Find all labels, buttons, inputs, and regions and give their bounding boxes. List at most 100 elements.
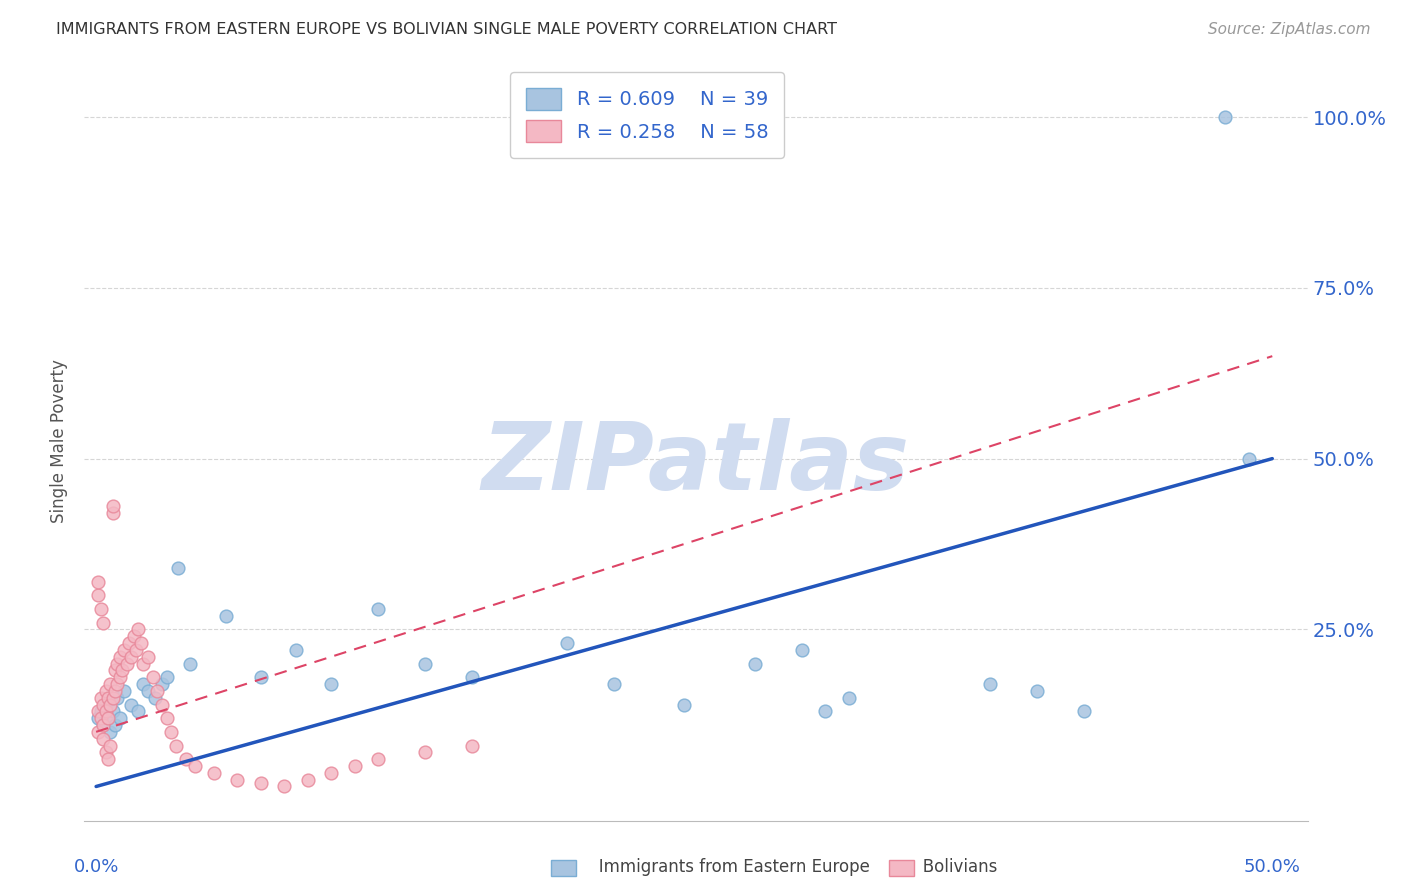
Point [167,561,190,575]
Point [1213,110,1236,124]
Point [744,657,766,671]
Point [94,745,117,759]
Point [91,718,114,732]
Point [112,684,135,698]
Point [202,765,225,780]
Point [249,670,271,684]
Point [101,690,124,705]
Point [1026,684,1049,698]
Point [127,623,149,637]
Point [160,724,183,739]
Point [118,636,141,650]
Text: Source: ZipAtlas.com: Source: ZipAtlas.com [1208,22,1371,37]
Point [297,772,319,787]
Point [156,711,179,725]
Point [1073,704,1095,718]
Point [367,602,389,616]
Point [91,718,114,732]
Point [132,677,155,691]
Point [249,776,271,790]
Point [87,574,110,589]
Point [602,677,624,691]
Point [226,772,249,787]
Point [285,643,308,657]
Point [273,780,295,794]
Point [108,711,131,725]
Point [98,677,121,691]
Point [461,739,484,753]
Text: 0.0%: 0.0% [73,858,120,876]
Point [150,677,173,691]
Point [115,657,138,671]
Y-axis label: Single Male Poverty: Single Male Poverty [51,359,69,524]
Point [120,698,142,712]
Point [165,739,187,753]
Point [143,690,166,705]
Point [132,657,155,671]
Text: 50.0%: 50.0% [1244,858,1301,876]
Point [120,649,142,664]
Point [321,765,343,780]
Point [415,657,437,671]
Point [125,643,148,657]
Point [214,608,236,623]
Point [101,500,124,514]
Point [174,752,197,766]
Point [108,649,131,664]
Point [98,724,121,739]
Point [184,759,207,773]
Point [91,731,114,746]
Point [101,704,124,718]
Point [105,690,128,705]
Point [150,698,173,712]
Point [87,704,110,718]
Point [105,677,128,691]
Point [87,724,110,739]
Text: Immigrants from Eastern Europe: Immigrants from Eastern Europe [562,858,870,876]
Point [104,664,127,678]
Point [156,670,179,684]
Point [1237,451,1260,466]
Point [461,670,484,684]
Point [129,636,152,650]
Point [104,684,127,698]
Point [343,759,366,773]
Point [979,677,1001,691]
Point [673,698,696,712]
Point [90,704,112,718]
Point [136,649,159,664]
Point [555,636,578,650]
Point [105,657,128,671]
Point [814,704,837,718]
Point [94,698,117,712]
Legend: R = 0.609    N = 39, R = 0.258    N = 58: R = 0.609 N = 39, R = 0.258 N = 58 [510,72,783,158]
Point [838,690,860,705]
Point [97,711,120,725]
Text: Bolivians: Bolivians [886,858,997,876]
Point [108,670,131,684]
Text: ZIPatlas: ZIPatlas [482,418,910,510]
Point [98,739,121,753]
Point [87,588,110,602]
Point [112,643,135,657]
Point [97,752,120,766]
Point [367,752,389,766]
Point [146,684,169,698]
Point [127,704,149,718]
Point [142,670,165,684]
Point [94,684,117,698]
Point [97,711,120,725]
Point [90,711,112,725]
Point [101,506,124,520]
Point [122,629,145,643]
Text: IMMIGRANTS FROM EASTERN EUROPE VS BOLIVIAN SINGLE MALE POVERTY CORRELATION CHART: IMMIGRANTS FROM EASTERN EUROPE VS BOLIVI… [56,22,837,37]
Point [90,690,112,705]
Point [97,690,120,705]
Point [179,657,201,671]
Point [98,698,121,712]
Point [94,704,117,718]
Point [91,615,114,630]
Point [104,718,127,732]
Point [790,643,813,657]
Point [415,745,437,759]
